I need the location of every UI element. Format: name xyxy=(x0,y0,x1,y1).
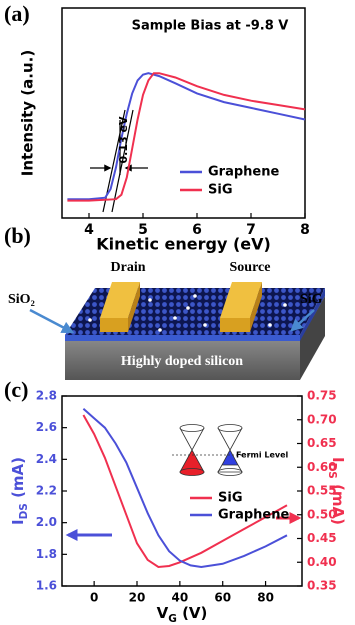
y2-tick-label: 0.75 xyxy=(307,389,337,403)
layer-label: SiG xyxy=(300,292,323,307)
substrate-label: Highly doped silicon xyxy=(121,354,243,369)
legend-label: SiG xyxy=(218,491,243,506)
label-part: I xyxy=(330,457,348,463)
label-part: V xyxy=(157,604,169,622)
source-side xyxy=(250,282,262,332)
series-line xyxy=(82,407,288,569)
legend-label: SiG xyxy=(208,183,233,198)
y2-tick-label: 0.40 xyxy=(307,555,337,569)
x-tick-label: 60 xyxy=(214,591,231,605)
y-tick-label: 2.6 xyxy=(36,420,57,434)
drain-side xyxy=(128,282,140,332)
chart-title: Sample Bias at -9.8 V xyxy=(132,19,289,34)
electrode-label: Drain xyxy=(111,260,146,275)
series-line xyxy=(67,72,306,201)
x-tick-label: 40 xyxy=(172,591,189,605)
x-tick-label: 20 xyxy=(129,591,146,605)
x-tick-label: 6 xyxy=(192,222,202,238)
x-tick-label: 0 xyxy=(90,591,98,605)
y2-axis-label: IDS (mA) xyxy=(326,457,348,525)
label-part: (mA) xyxy=(9,457,27,503)
x-tick-label: 8 xyxy=(300,222,310,238)
dopant-dots xyxy=(88,294,287,332)
label-part: (V) xyxy=(177,604,208,622)
series-line xyxy=(67,72,306,202)
layer-label: SiO₂ xyxy=(8,292,35,307)
x-tick-label: 7 xyxy=(246,222,256,238)
x-axis-label: Kinetic energy (eV) xyxy=(96,235,271,254)
series-line xyxy=(82,414,288,569)
source-top xyxy=(220,282,262,318)
y2-tick-label: 0.50 xyxy=(307,507,337,521)
annotation: 0.13 eV xyxy=(117,116,130,163)
y2-tick-label: 0.65 xyxy=(307,436,337,450)
y-tick-label: 1.8 xyxy=(36,547,57,561)
label-part: I xyxy=(9,519,27,525)
y-tick-label: 2.4 xyxy=(36,452,57,466)
plot-frame xyxy=(61,395,303,587)
sio2-layer xyxy=(65,335,300,341)
label-part: DS xyxy=(326,463,338,479)
y2-tick-label: 0.55 xyxy=(307,484,337,498)
x-axis-label: VG (V) xyxy=(157,604,208,625)
legend-label: Graphene xyxy=(218,508,289,523)
y2-tick-label: 0.60 xyxy=(307,460,337,474)
source-front xyxy=(220,318,250,332)
drain-top xyxy=(100,282,140,318)
y-axis-label: Intensity (a.u.) xyxy=(19,50,37,176)
x-tick-label: 5 xyxy=(138,222,148,238)
annotation: Fermi Level xyxy=(236,451,289,460)
y2-tick-label: 0.35 xyxy=(307,579,337,593)
y-tick-label: 1.6 xyxy=(36,579,57,593)
x-tick-label: 4 xyxy=(84,222,94,238)
dirac-cones xyxy=(172,424,250,476)
drain-front xyxy=(100,318,128,332)
plot-frame xyxy=(61,7,306,219)
x-tick-label: 80 xyxy=(257,591,274,605)
arrow xyxy=(290,309,315,332)
substrate xyxy=(65,340,300,380)
device-diagram: Drain Source SiO₂ SiG Highly doped silic… xyxy=(8,260,325,380)
sio2-side xyxy=(300,288,325,341)
electrode-label: Source xyxy=(230,260,271,275)
legend-label: Graphene xyxy=(208,165,279,180)
y2-tick-label: 0.70 xyxy=(307,412,337,426)
y2-tick-label: 0.45 xyxy=(307,531,337,545)
y-tick-label: 2.2 xyxy=(36,484,57,498)
label-part: (mA) xyxy=(330,479,348,525)
y-tick-label: 2.8 xyxy=(36,389,57,403)
panel-label: (a) xyxy=(4,1,30,26)
y-tick-label: 2.0 xyxy=(36,515,57,529)
label-part: G xyxy=(168,613,177,625)
y-axis-label: IDS (mA) xyxy=(9,457,31,525)
label-part: DS xyxy=(18,503,30,519)
panel-label: (b) xyxy=(4,223,31,248)
arrow xyxy=(29,308,75,334)
panel-label: (c) xyxy=(4,377,28,402)
substrate-side xyxy=(300,296,325,380)
